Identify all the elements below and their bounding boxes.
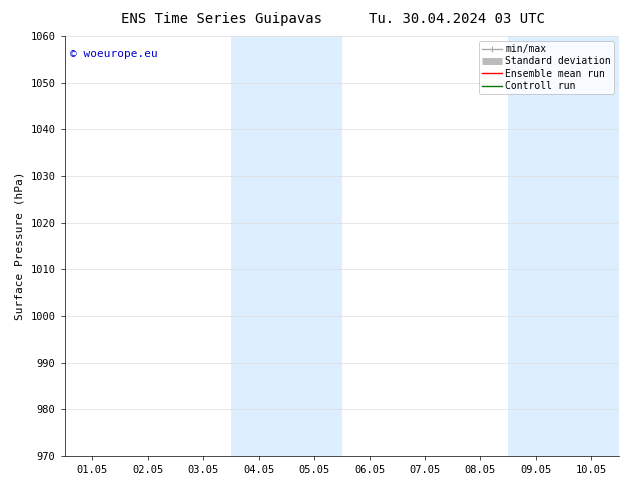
Legend: min/max, Standard deviation, Ensemble mean run, Controll run: min/max, Standard deviation, Ensemble me…: [479, 41, 614, 94]
Bar: [231, 36, 342, 456]
Text: © woeurope.eu: © woeurope.eu: [70, 49, 158, 59]
Text: Tu. 30.04.2024 03 UTC: Tu. 30.04.2024 03 UTC: [368, 12, 545, 26]
Bar: [508, 36, 619, 456]
Y-axis label: Surface Pressure (hPa): Surface Pressure (hPa): [15, 172, 25, 320]
Text: ENS Time Series Guipavas: ENS Time Series Guipavas: [121, 12, 323, 26]
